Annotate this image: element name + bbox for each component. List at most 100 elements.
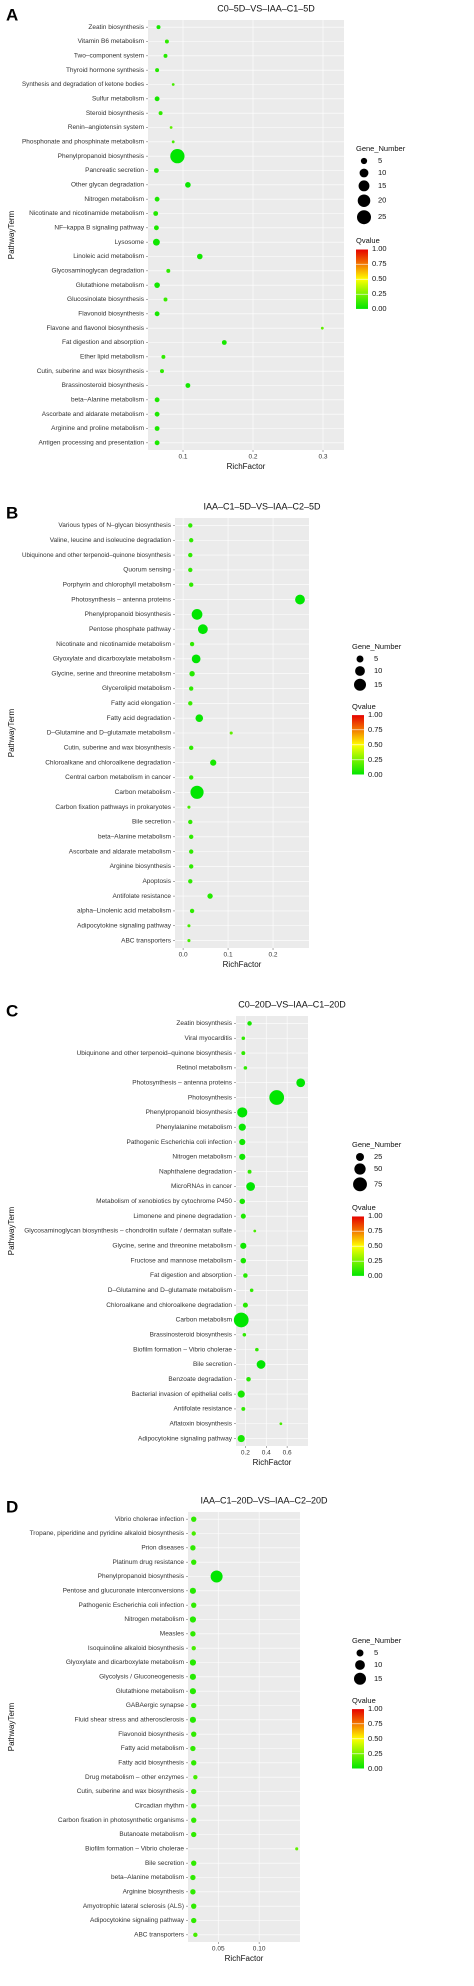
- y-tick-label: Tropane, piperidine and pyridine alkaloi…: [30, 1530, 185, 1537]
- y-tick-label: Aflatoxin biosynthesis: [169, 1420, 232, 1427]
- x-tick-label: 0.10: [253, 1946, 266, 1953]
- color-legend-title: Qvalue: [352, 702, 376, 711]
- bubble: [187, 805, 191, 809]
- y-axis-label: PathwayTerm: [7, 210, 16, 259]
- y-tick-label: Central carbon metabolism in cancer: [65, 774, 172, 781]
- size-legend-key: [353, 678, 367, 691]
- plot-background: [188, 1512, 300, 1942]
- y-tick-label: Pathogenic Escherichia coli infection: [126, 1139, 232, 1146]
- bubble: [154, 397, 160, 403]
- y-tick-label: Sulfur metabolism: [92, 96, 144, 103]
- y-tick-label: D–Glutamine and D–glutamate metabolism: [47, 730, 171, 737]
- size-legend-key: [356, 1649, 364, 1657]
- y-tick-label: Carbon metabolism: [115, 789, 171, 796]
- bubble: [296, 1078, 306, 1088]
- x-axis-label: RichFactor: [253, 1458, 292, 1467]
- bubble: [191, 1731, 197, 1737]
- size-legend-key: [358, 180, 370, 192]
- y-tick-label: Fat digestion and absorption: [62, 339, 144, 346]
- size-legend-label: 5: [378, 156, 382, 165]
- y-tick-label: Nicotinate and nicotinamide metabolism: [29, 210, 144, 217]
- bubble: [191, 1917, 197, 1924]
- color-tick-label: 0.00: [368, 770, 383, 779]
- bubble: [221, 340, 227, 345]
- bubble: [185, 383, 191, 388]
- bubble: [240, 1257, 247, 1264]
- bubble: [189, 641, 195, 647]
- bubble: [269, 1090, 285, 1105]
- size-legend-key: [353, 1177, 367, 1192]
- bubble: [190, 785, 204, 799]
- chart-title: C0–5D–VS–IAA–C1–5D: [217, 3, 315, 13]
- bubble: [160, 369, 164, 374]
- y-tick-label: Antigen processing and presentation: [38, 440, 144, 447]
- y-tick-label: Glycerolipid metabolism: [102, 685, 171, 692]
- bubble: [188, 567, 193, 573]
- y-tick-label: Phenylpropanoid biosynthesis: [58, 153, 145, 160]
- y-tick-label: Fat digestion and absorption: [150, 1272, 232, 1279]
- color-tick-label: 0.00: [368, 1764, 383, 1773]
- x-tick-label: 0.4: [262, 1450, 271, 1457]
- y-tick-label: Chloroalkane and chloroalkene degradatio…: [106, 1302, 232, 1309]
- bubble: [191, 1903, 197, 1909]
- bubble: [154, 440, 160, 446]
- bubble: [189, 1688, 197, 1695]
- y-tick-label: Ubiquinone and other terpenoid–quinone b…: [77, 1050, 233, 1057]
- bubble: [256, 1360, 266, 1369]
- y-tick-label: Chloroalkane and chloroalkene degradatio…: [45, 759, 171, 766]
- panel-label: C: [6, 1001, 18, 1020]
- y-tick-label: Benzoate degradation: [168, 1376, 232, 1383]
- panel-label: D: [6, 1497, 18, 1516]
- size-legend-key: [359, 168, 369, 178]
- y-tick-label: Cutin, suberine and wax biosynthesis: [77, 1788, 185, 1795]
- x-tick-label: 0.0: [179, 952, 188, 959]
- bubble: [163, 53, 168, 58]
- y-tick-label: Photosynthesis – antenna proteins: [132, 1079, 232, 1086]
- y-tick-label: Phenylalanine metabolism: [156, 1124, 232, 1131]
- chart-title: IAA–C1–5D–VS–IAA–C2–5D: [203, 501, 321, 511]
- y-tick-label: alpha–Linolenic acid metabolism: [77, 908, 171, 915]
- y-tick-label: Cutin, suberine and wax biosynthesis: [64, 745, 172, 752]
- bubble: [188, 538, 194, 543]
- y-tick-label: Fluid shear stress and atherosclerosis: [75, 1717, 185, 1724]
- bubble: [295, 594, 305, 605]
- color-tick-label: 0.50: [368, 740, 383, 749]
- size-legend-label: 20: [378, 196, 386, 205]
- y-tick-label: Quorum sensing: [123, 567, 171, 574]
- bubble: [164, 39, 169, 44]
- size-legend-key: [357, 210, 371, 225]
- y-tick-label: Thyroid hormone synthesis: [66, 67, 145, 74]
- bubble: [295, 1847, 299, 1851]
- y-tick-label: Other glycan degradation: [71, 182, 144, 189]
- bubble: [153, 168, 159, 173]
- bubble: [187, 939, 191, 943]
- bubble: [155, 68, 160, 73]
- bubble: [246, 1377, 251, 1382]
- bubble: [237, 1390, 245, 1398]
- color-tick-label: 0.25: [368, 1256, 383, 1265]
- bubble: [185, 182, 191, 188]
- y-tick-label: Vitamin B6 metabolism: [78, 38, 144, 45]
- y-tick-label: Adipocytokine signaling pathway: [138, 1435, 233, 1442]
- y-tick-label: Fatty acid degradation: [107, 715, 172, 722]
- y-tick-label: Measles: [160, 1631, 185, 1638]
- y-tick-label: ABC transporters: [134, 1932, 185, 1939]
- x-tick-label: 0.3: [318, 454, 327, 461]
- bubble: [154, 426, 160, 431]
- y-tick-label: GABAergic synapse: [126, 1702, 185, 1709]
- color-tick-label: 0.75: [368, 725, 383, 734]
- bubble: [188, 701, 193, 706]
- y-tick-label: Phenylpropanoid biosynthesis: [146, 1109, 233, 1116]
- x-tick-label: 0.2: [269, 952, 278, 959]
- bubble: [154, 196, 160, 202]
- bubble: [154, 311, 160, 317]
- bubble: [188, 523, 193, 528]
- bubble: [241, 1051, 246, 1056]
- x-tick-label: 0.2: [248, 454, 257, 461]
- size-legend-label: 5: [374, 654, 378, 663]
- bubble: [255, 1347, 259, 1352]
- y-tick-label: D–Glutamine and D–glutamate metabolism: [108, 1287, 232, 1294]
- y-tick-label: Brassinosteroid biosynthesis: [62, 382, 145, 389]
- size-legend-label: 75: [374, 1179, 382, 1188]
